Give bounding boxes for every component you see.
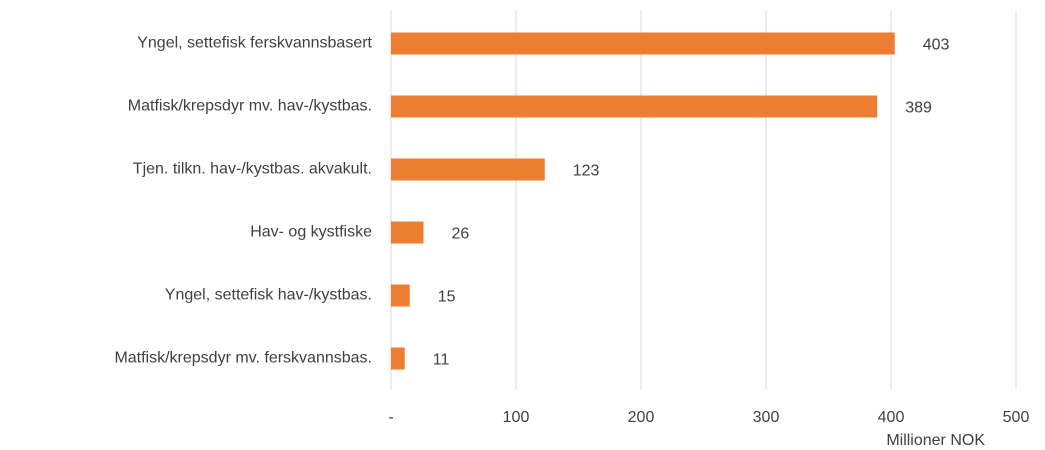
- x-tick-label: 500: [1003, 409, 1030, 426]
- bar: [391, 221, 424, 244]
- y-tick-label: Hav- og kystfiske: [250, 224, 372, 241]
- data-label: 11: [433, 352, 450, 369]
- x-tick-label: -: [388, 409, 393, 426]
- data-label: 123: [573, 163, 600, 180]
- y-tick-label: Yngel, settefisk hav-/kystbas.: [165, 287, 372, 304]
- x-tick-label: 400: [878, 409, 905, 426]
- data-label: 389: [905, 100, 932, 117]
- y-tick-label: Tjen. tilkn. hav-/kystbas. akvakult.: [133, 161, 372, 178]
- data-label: 15: [438, 289, 456, 306]
- x-tick-label: 100: [503, 409, 530, 426]
- x-axis-label: Millioner NOK: [886, 432, 985, 449]
- bar: [391, 95, 878, 118]
- data-label: 403: [923, 37, 950, 54]
- bar: [391, 158, 545, 181]
- y-tick-label: Yngel, settefisk ferskvannsbasert: [137, 35, 372, 52]
- x-tick-label: 200: [628, 409, 655, 426]
- data-label: 26: [452, 226, 470, 243]
- y-tick-label: Matfisk/krepsdyr mv. ferskvannsbas.: [114, 350, 372, 367]
- x-tick-label: 300: [753, 409, 780, 426]
- y-tick-label: Matfisk/krepsdyr mv. hav-/kystbas.: [128, 98, 372, 115]
- bar: [391, 347, 405, 370]
- bar: [391, 284, 410, 307]
- bar: [391, 32, 895, 55]
